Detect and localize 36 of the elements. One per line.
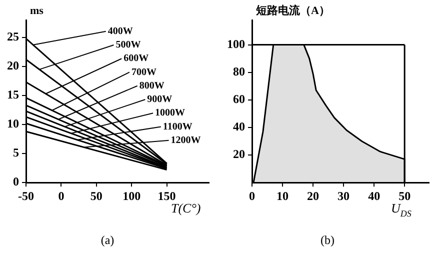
x-tick-label: 100: [122, 188, 141, 203]
text: (a): [100, 233, 116, 248]
text: 700W: [131, 66, 156, 78]
x-tick-label: 40: [368, 188, 380, 203]
text: 400W: [108, 26, 133, 37]
x-tick-label: 150: [158, 188, 176, 203]
y-axis-title: 短路电流（A）: [255, 4, 330, 17]
x-tick-label: 0: [249, 188, 255, 203]
x-tick-label: 50: [398, 188, 411, 203]
y-tick-label: 100: [227, 36, 245, 51]
y-axis-title: ms: [30, 5, 44, 17]
text: 800W: [139, 80, 164, 92]
x-tick-label: 50: [90, 188, 102, 203]
y-tick-label: 60: [233, 92, 245, 106]
y-tick-label: 5: [13, 146, 19, 160]
x-axis-title: T(C°): [171, 200, 201, 216]
text: 600W: [124, 53, 149, 64]
y-tick-label: 0: [13, 174, 19, 189]
y-tick-label: 25: [7, 30, 19, 44]
x-tick-label: -50: [18, 188, 34, 203]
x-tick-label: 20: [307, 188, 320, 203]
x-tick-label: 30: [338, 188, 350, 203]
y-tick-label: 40: [233, 120, 245, 134]
y-tick-label: 10: [7, 116, 19, 131]
y-tick-label: 20: [233, 147, 245, 162]
x-tick-label: 10: [276, 188, 289, 203]
x-tick-label: 0: [58, 188, 64, 203]
text: 1200W: [170, 134, 201, 146]
text: 1000W: [155, 108, 186, 119]
text: 900W: [147, 94, 172, 106]
text: 1100W: [162, 121, 192, 132]
y-tick-label: 80: [233, 64, 245, 78]
y-tick-label: 20: [7, 58, 19, 73]
text: (b): [320, 233, 336, 248]
text: 500W: [116, 40, 141, 51]
y-tick-label: 15: [7, 88, 19, 102]
